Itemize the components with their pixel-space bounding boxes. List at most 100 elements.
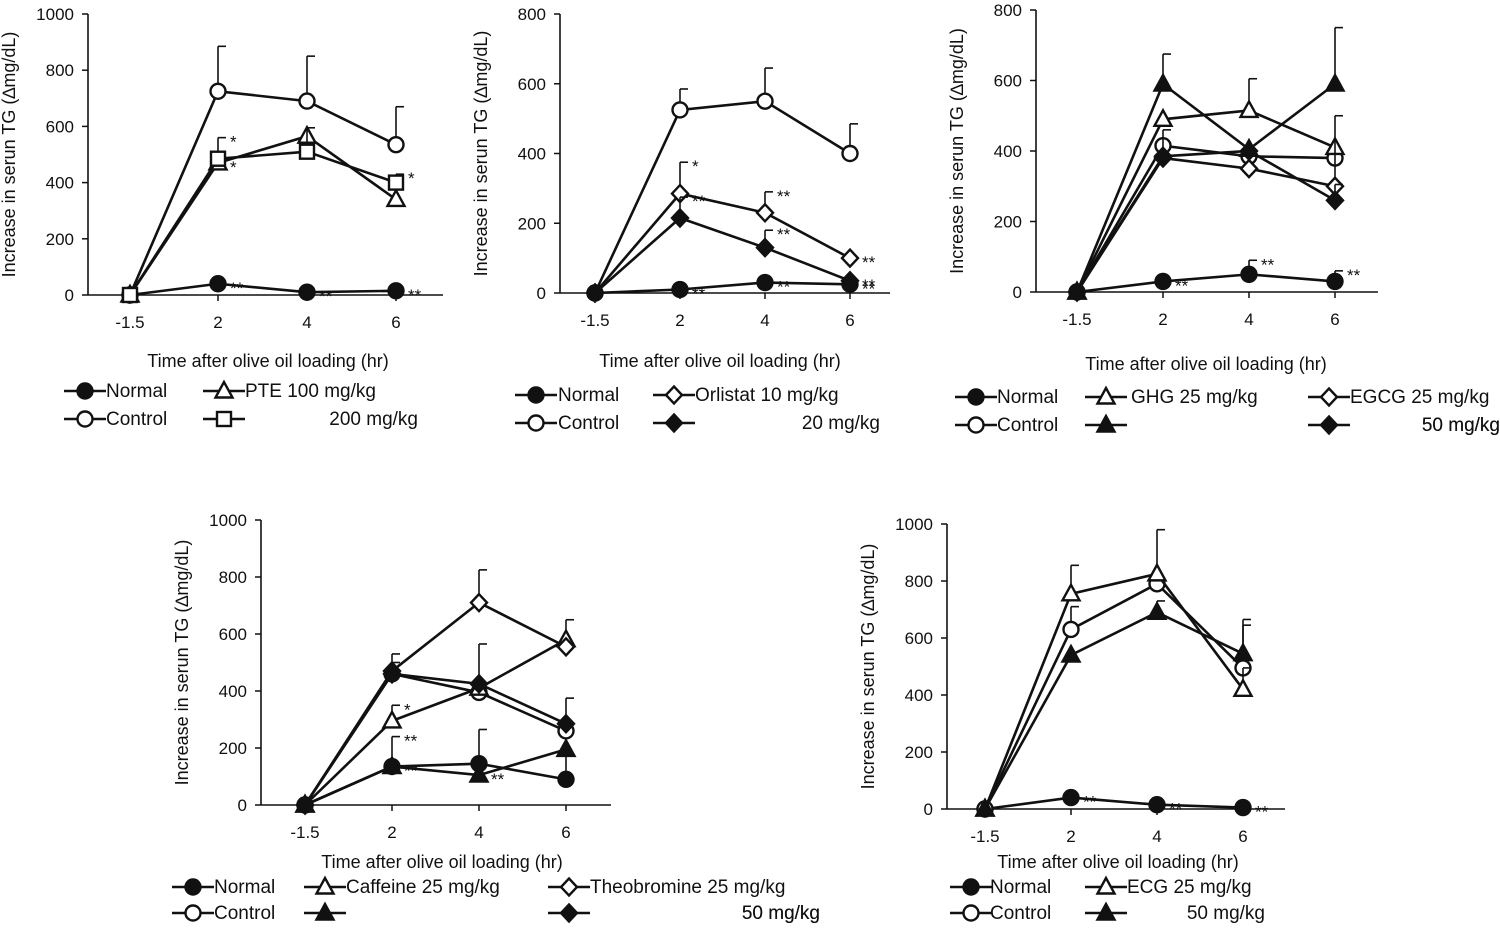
data-point [671,101,689,119]
data-point [840,270,860,292]
legend-marker [1319,386,1339,408]
legend-marker [76,410,94,428]
legend-item: 50 mg/kg [1085,901,1265,924]
significance-mark: ** [230,279,244,298]
data-point [1148,796,1166,814]
series-control [976,575,1252,818]
series-line [128,89,397,296]
data-point [1152,107,1174,127]
x-tick-label: 6 [845,311,854,330]
data-point [387,174,405,191]
y-tick-label: 0 [238,796,247,815]
x-tick-label: 2 [1158,310,1167,329]
y-tick-label: 200 [905,743,933,762]
legend-item: 200 mg/kg [203,409,418,430]
data-point [557,770,575,789]
x-axis-label: Time after olive oil loading (hr) [1085,354,1326,374]
legend-item: 50 mg/kg [1085,413,1500,436]
x-axis-label: Time after olive oil loading (hr) [599,351,840,371]
data-point [381,709,403,729]
series-line [1075,81,1336,293]
significance-mark: ** [777,278,791,297]
chart-panel-4: 0 200 400 600 800 1000 -1.5 2 4 6 Time after olive… [172,511,820,924]
y-tick-label: 200 [518,214,546,233]
legend-marker [559,902,579,924]
data-point [1060,582,1082,602]
y-tick-label: 600 [905,629,933,648]
data-point [381,755,403,775]
x-tick-label: 4 [474,823,483,842]
y-tick-label: 200 [219,739,247,758]
x-tick-label: -1.5 [290,823,319,842]
significance-mark: ** [319,287,333,306]
y-tick-label: 0 [924,800,933,819]
legend-label: 200 mg/kg [329,409,418,430]
chart-panel-2: 0 200 400 600 800 -1.5 2 4 6 Time after olive oil… [471,5,890,434]
legend-label: Normal [106,381,167,402]
series-line [303,672,567,806]
series-line [984,796,1244,811]
legend-label: Control [106,409,167,430]
series-control [586,67,859,302]
x-tick-label: 2 [387,823,396,842]
data-point [1326,272,1344,291]
data-point [209,82,227,100]
data-point [468,763,490,783]
series-line [593,99,851,294]
significance-mark: ** [1261,255,1275,274]
legend-marker [314,875,336,895]
data-point [841,144,859,163]
series-control [296,643,575,814]
y-tick-label: 0 [65,286,74,305]
data-point [556,636,576,658]
y-tick-label: 200 [994,213,1022,232]
series-line [128,134,397,296]
data-point [1153,146,1173,167]
data-point [121,286,139,304]
series-normal: ** ** ** [976,788,1269,822]
data-point [469,592,489,613]
data-point [298,283,316,301]
legend-label: 20 mg/kg [802,413,880,434]
legend-label: 50 mg/kg [742,903,820,924]
series-theobromine-25-mg-kg [295,569,576,816]
data-point [298,143,316,160]
data-point [1146,562,1168,582]
legend-item: Normal [950,877,1051,898]
series-normal: ** ** ** [586,273,876,304]
x-axis-label: Time after olive oil loading (hr) [321,852,562,872]
legend-item: Control [955,415,1058,436]
significance-mark: ** [692,285,706,304]
legend-label: EGCG 25 mg/kg [1350,387,1489,408]
x-tick-label: 6 [561,823,570,842]
y-tick-label: 400 [46,174,74,193]
series-50-mg-kg [974,600,1254,817]
significance-mark: ** [862,276,876,295]
y-tick-label: 1000 [36,5,74,24]
legend-item: Control [515,413,619,434]
series-50-mg-kg [1067,129,1345,303]
data-point [556,713,576,735]
legend-item: Caffeine 25 mg/kg [304,875,500,898]
legend-label: Theobromine 25 mg/kg [590,877,785,898]
legend-label: 50 mg/kg [742,903,820,924]
series-line [1075,149,1336,293]
series-egcg-25-mg-kg [1067,114,1345,303]
series-line [1075,109,1336,293]
legend-item: GHG 25 mg/kg [1085,385,1258,408]
legend-label: PTE 100 mg/kg [245,381,376,402]
legend-label: GHG 25 mg/kg [1131,387,1258,408]
legend-item: Control [172,903,275,924]
x-tick-label: 4 [760,311,769,330]
legend-marker [314,901,336,921]
series-line [128,150,397,296]
y-tick-label: 600 [46,117,74,136]
significance-mark: * [230,158,237,177]
significance-mark: ** [692,192,706,211]
data-point [295,794,315,816]
y-tick-label: 1000 [209,511,247,530]
legend-item: Normal [64,381,167,402]
legend-marker [967,416,985,434]
